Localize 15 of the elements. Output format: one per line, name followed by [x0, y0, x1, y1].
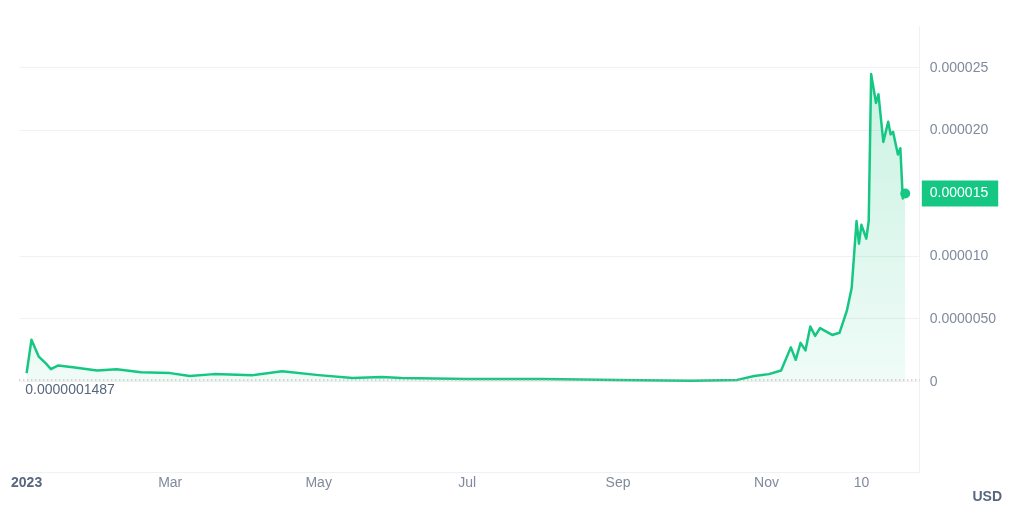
- y-tick-label: 0.0000050: [929, 309, 997, 326]
- y-tick-label: 0.000010: [929, 247, 989, 264]
- annotation: 0.000015: [929, 184, 989, 201]
- x-tick-label: May: [305, 474, 332, 491]
- y-tick-label: 0.000020: [929, 121, 989, 138]
- x-tick-label: Mar: [158, 474, 183, 491]
- x-tick-label: 10: [853, 474, 870, 491]
- x-tick-label: Nov: [754, 474, 779, 491]
- ref-line-label: 0.0000001487: [25, 380, 116, 397]
- x-tick-label: 2023: [11, 474, 43, 491]
- text: USD: [972, 487, 1002, 504]
- x-tick-label: Jul: [458, 474, 477, 491]
- y-tick-label: 0.000025: [929, 58, 989, 75]
- x-tick-label: Sep: [605, 474, 631, 491]
- y-tick-label: 0: [929, 372, 938, 389]
